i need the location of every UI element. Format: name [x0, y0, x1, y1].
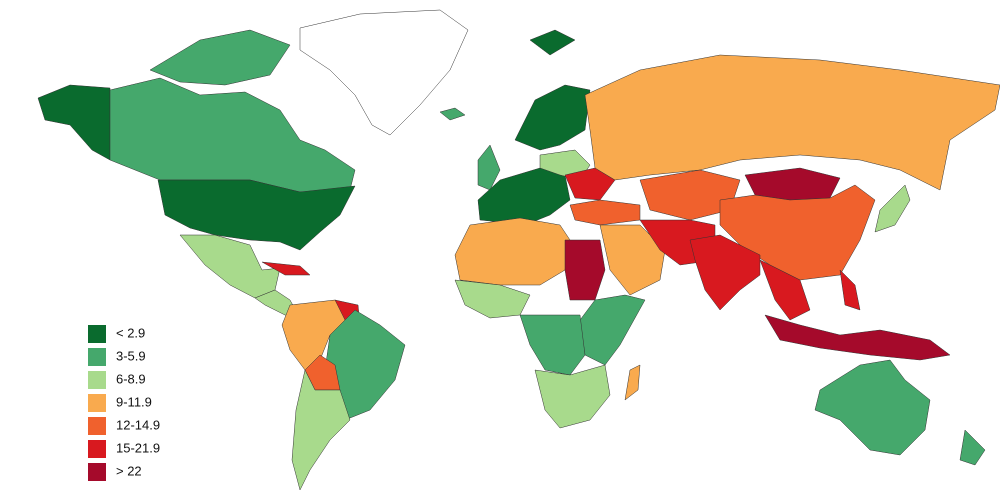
legend-label: 15-21.9 [116, 440, 160, 455]
australia [814, 359, 931, 456]
legend-swatch [88, 325, 106, 343]
legend-label: 3-5.9 [116, 348, 146, 363]
new-zealand [959, 429, 986, 466]
legend-swatch [88, 371, 106, 389]
arctic-islands [149, 29, 291, 86]
russia [584, 54, 1000, 191]
india [689, 234, 761, 311]
egypt-sudan [564, 239, 606, 301]
turkey-caucasus [569, 199, 641, 226]
legend-swatch [88, 463, 106, 481]
southern-africa [534, 364, 611, 429]
uk-ireland [477, 144, 501, 191]
east-africa [579, 294, 646, 366]
usa [157, 179, 356, 251]
legend-label: 6-8.9 [116, 371, 146, 386]
legend-swatch [88, 394, 106, 412]
legend: < 2.9 3-5.9 6-8.9 9-11.9 12-14.9 15-21.9 > 22 [88, 325, 160, 481]
mexico [179, 234, 281, 299]
southeast-asia [759, 259, 811, 321]
madagascar [624, 364, 641, 401]
canada [109, 77, 356, 193]
map-regions [37, 9, 1000, 491]
central-africa [519, 314, 586, 376]
legend-label: 9-11.9 [116, 394, 152, 409]
iceland [439, 107, 466, 121]
west-africa [454, 279, 531, 319]
southern-cone [291, 369, 351, 491]
north-africa [454, 217, 571, 286]
legend-swatch [88, 348, 106, 366]
caribbean [261, 261, 311, 276]
legend-swatch [88, 417, 106, 435]
alaska [37, 84, 111, 161]
japan [874, 184, 911, 233]
philippines [839, 269, 861, 311]
arabia [599, 224, 666, 296]
legend-label: < 2.9 [116, 325, 145, 340]
legend-label: > 22 [116, 463, 142, 478]
indonesia [764, 314, 951, 361]
scandinavia [514, 84, 591, 151]
mongolia [744, 167, 841, 201]
greenland [299, 9, 469, 136]
western-europe [477, 167, 571, 226]
svalbard [529, 29, 576, 56]
legend-label: 12-14.9 [116, 417, 160, 432]
legend-swatch [88, 440, 106, 458]
ukraine [564, 167, 616, 201]
